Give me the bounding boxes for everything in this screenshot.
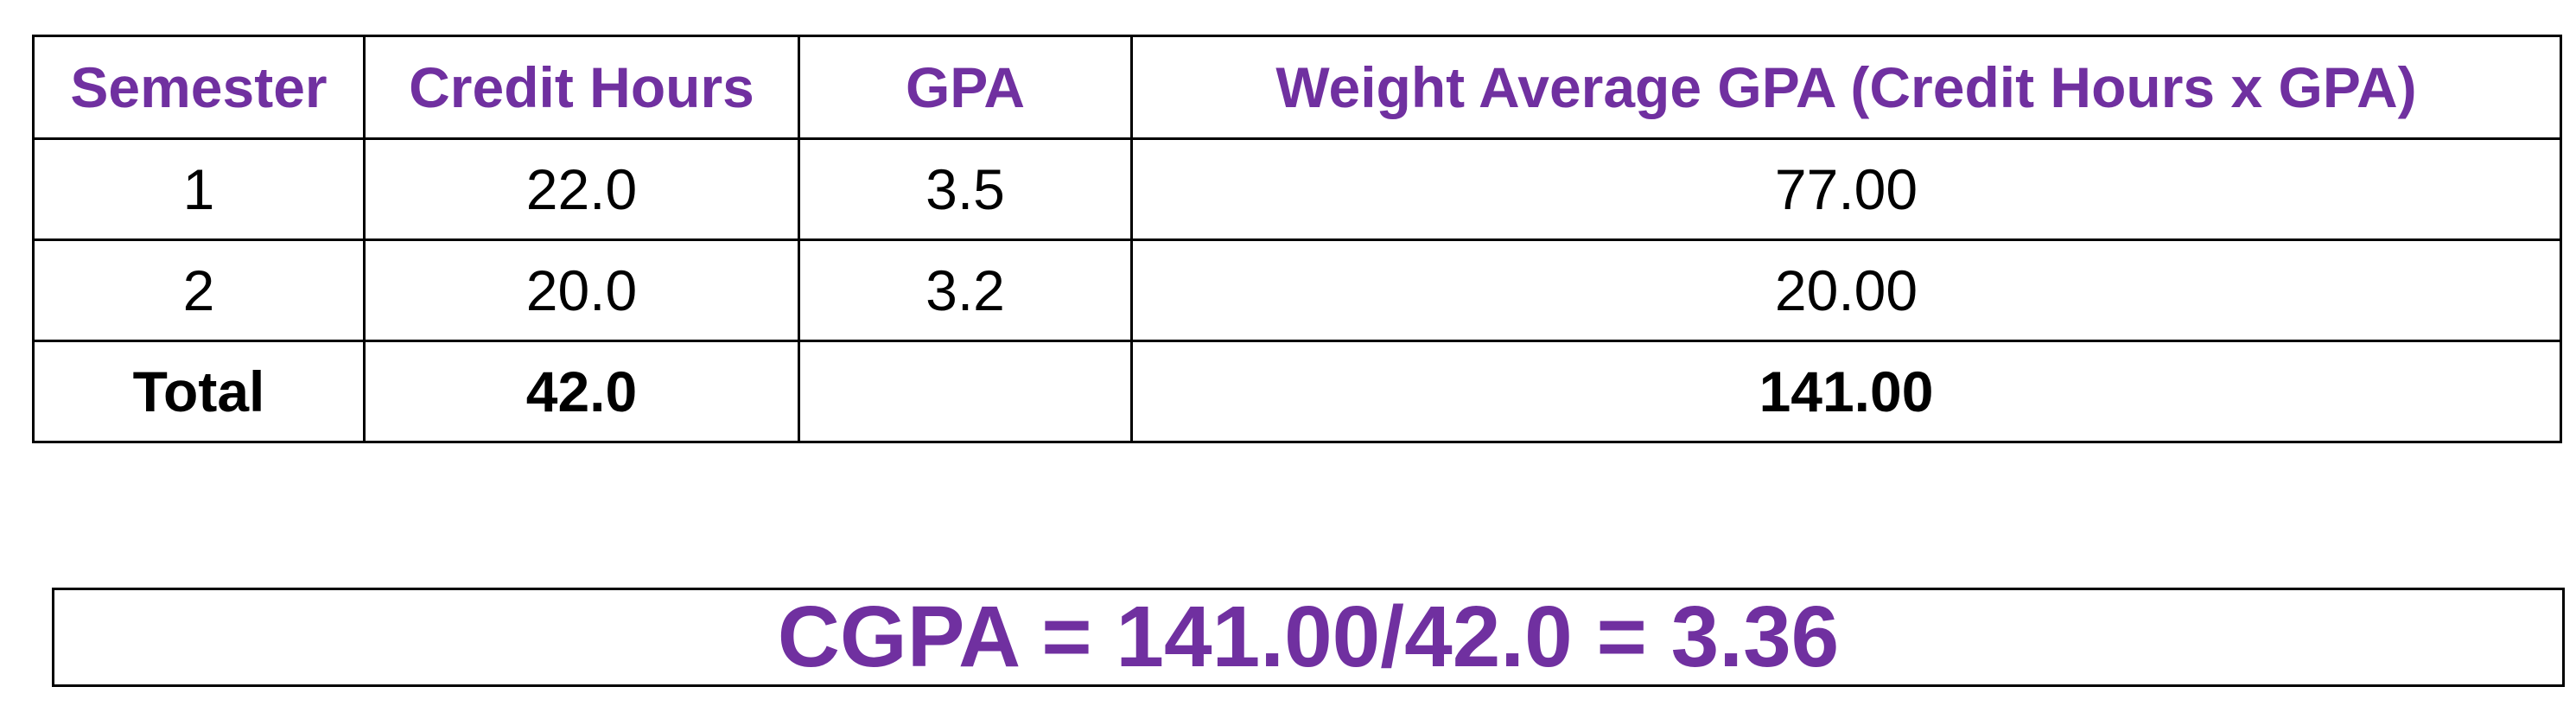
table-row: 1 22.0 3.5 77.00 (32, 137, 2562, 241)
header-weight-average-gpa: Weight Average GPA (Credit Hours x GPA) (1130, 35, 2562, 140)
table-row: 2 20.0 3.2 20.00 (32, 238, 2562, 342)
cell-semester: 2 (32, 238, 366, 342)
cell-gpa: 3.5 (798, 137, 1133, 241)
cgpa-result-text: CGPA = 141.00/42.0 = 3.36 (777, 588, 1840, 685)
cell-semester: 1 (32, 137, 366, 241)
total-gpa (798, 340, 1133, 443)
total-row: Total 42.0 141.00 (32, 340, 2562, 443)
cgpa-result-box: CGPA = 141.00/42.0 = 3.36 (52, 588, 2565, 687)
cell-weight-average: 77.00 (1130, 137, 2562, 241)
total-label: Total (32, 340, 366, 443)
cell-credit-hours: 22.0 (363, 137, 800, 241)
gpa-table: Semester Credit Hours GPA Weight Average… (32, 35, 2562, 443)
cell-weight-average: 20.00 (1130, 238, 2562, 342)
header-credit-hours: Credit Hours (363, 35, 800, 140)
header-gpa: GPA (798, 35, 1133, 140)
cell-credit-hours: 20.0 (363, 238, 800, 342)
header-semester: Semester (32, 35, 366, 140)
total-credit-hours: 42.0 (363, 340, 800, 443)
total-weight-average: 141.00 (1130, 340, 2562, 443)
table-header-row: Semester Credit Hours GPA Weight Average… (32, 35, 2562, 140)
cell-gpa: 3.2 (798, 238, 1133, 342)
